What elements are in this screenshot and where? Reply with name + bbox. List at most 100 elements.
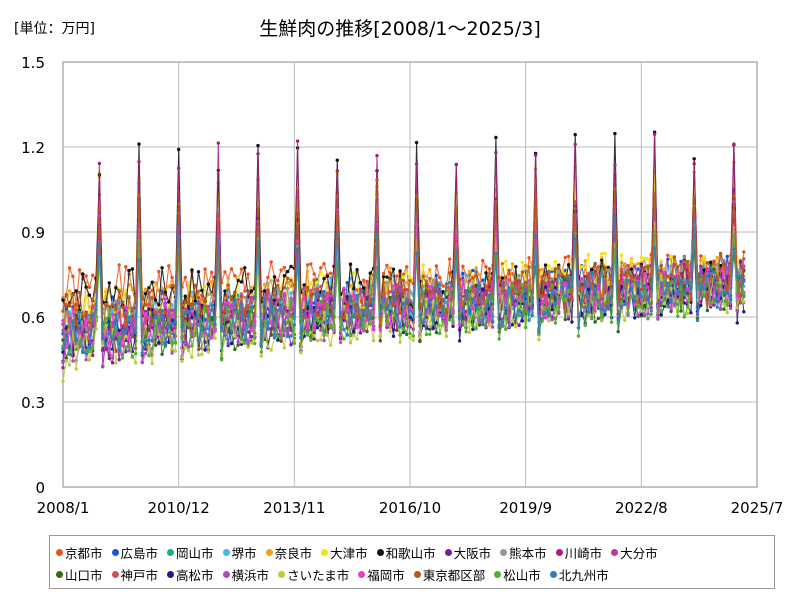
legend-marker	[549, 570, 557, 578]
series-point	[74, 322, 78, 326]
series-point	[355, 315, 359, 319]
series-point	[633, 299, 637, 303]
series-point	[157, 340, 161, 345]
series-point	[596, 316, 601, 320]
series-point	[596, 265, 601, 269]
series-point	[190, 306, 194, 311]
series-point	[623, 318, 627, 322]
series-point	[702, 287, 706, 291]
series-point	[712, 259, 716, 263]
series-point	[682, 284, 686, 288]
series-point	[186, 301, 191, 306]
series-point	[97, 161, 102, 166]
series-point	[497, 276, 501, 280]
series-point	[61, 350, 65, 354]
series-point	[639, 295, 643, 299]
series-point	[563, 310, 567, 314]
series-point	[239, 267, 244, 271]
series-point	[732, 142, 736, 146]
series-point	[253, 295, 257, 299]
series-point	[616, 329, 620, 334]
series-point	[428, 268, 432, 272]
series-point	[163, 297, 168, 301]
series-point	[487, 317, 491, 322]
series-point	[365, 302, 369, 306]
series-point	[461, 271, 465, 276]
series-point	[104, 287, 108, 291]
series-point	[649, 309, 653, 313]
series-point	[127, 268, 131, 273]
series-point	[517, 290, 521, 294]
series-point	[266, 327, 270, 331]
series-point	[147, 291, 151, 295]
series-point	[325, 274, 330, 278]
series-point	[434, 330, 439, 335]
series-point	[679, 259, 683, 264]
series-point	[692, 157, 696, 161]
legend: 京都市 広島市 岡山市 堺市 奈良市 大津市 和歌山市 大阪市 熊本市 川崎市 大分市 山口市 神戸市…	[49, 535, 775, 589]
series-point	[315, 313, 320, 318]
series-point	[715, 262, 719, 266]
series-point	[395, 284, 399, 289]
series-point	[639, 309, 643, 313]
series-point	[160, 342, 164, 346]
series-point	[471, 297, 475, 301]
legend-marker	[56, 570, 63, 578]
series-point	[67, 289, 72, 293]
series-point	[355, 337, 359, 341]
series-point	[464, 279, 468, 283]
series-point	[642, 265, 647, 270]
series-point	[223, 289, 227, 293]
series-point	[699, 281, 703, 286]
series-point	[305, 323, 310, 327]
series-point	[418, 313, 422, 318]
series-point	[570, 297, 574, 301]
series-point	[603, 301, 607, 306]
series-point	[117, 263, 121, 267]
legend-label: 神戸市	[120, 567, 159, 583]
series-point	[226, 341, 230, 345]
series-point	[705, 301, 710, 306]
series-point	[329, 314, 333, 318]
series-point	[540, 299, 544, 304]
series-point	[520, 314, 525, 319]
series-point	[362, 278, 366, 282]
series-point	[177, 202, 181, 206]
series-point	[143, 303, 148, 307]
series-point	[395, 312, 399, 317]
series-point	[606, 280, 610, 285]
series-point	[239, 337, 244, 341]
series-point	[81, 349, 85, 353]
series-point	[735, 321, 739, 325]
legend-label: 堺市	[231, 545, 257, 561]
legend-label: 山口市	[65, 567, 103, 583]
series-point	[642, 256, 647, 261]
x-tick-label: 2013/11	[263, 499, 325, 517]
series-point	[411, 312, 415, 316]
series-point	[583, 274, 587, 279]
series-point	[494, 252, 498, 256]
series-point	[593, 320, 597, 324]
series-point	[461, 264, 465, 268]
series-point	[507, 325, 511, 329]
series-point	[735, 309, 739, 313]
series-point	[722, 302, 726, 306]
series-point	[388, 322, 392, 326]
series-point	[504, 305, 508, 310]
series-point	[738, 260, 743, 264]
series-point	[193, 283, 197, 287]
x-tick-label: 2008/1	[37, 499, 90, 517]
series-point	[110, 356, 115, 360]
series-point	[699, 277, 703, 281]
series-point	[305, 301, 310, 306]
series-point	[699, 254, 703, 258]
x-tick-label: 2019/9	[499, 499, 552, 517]
series-point	[408, 336, 412, 340]
legend-label: 熊本市	[509, 545, 547, 561]
series-point	[292, 341, 296, 345]
series-point	[672, 255, 677, 259]
series-point	[732, 233, 736, 237]
series-point	[566, 290, 571, 294]
series-point	[117, 328, 121, 333]
series-point	[669, 264, 673, 268]
